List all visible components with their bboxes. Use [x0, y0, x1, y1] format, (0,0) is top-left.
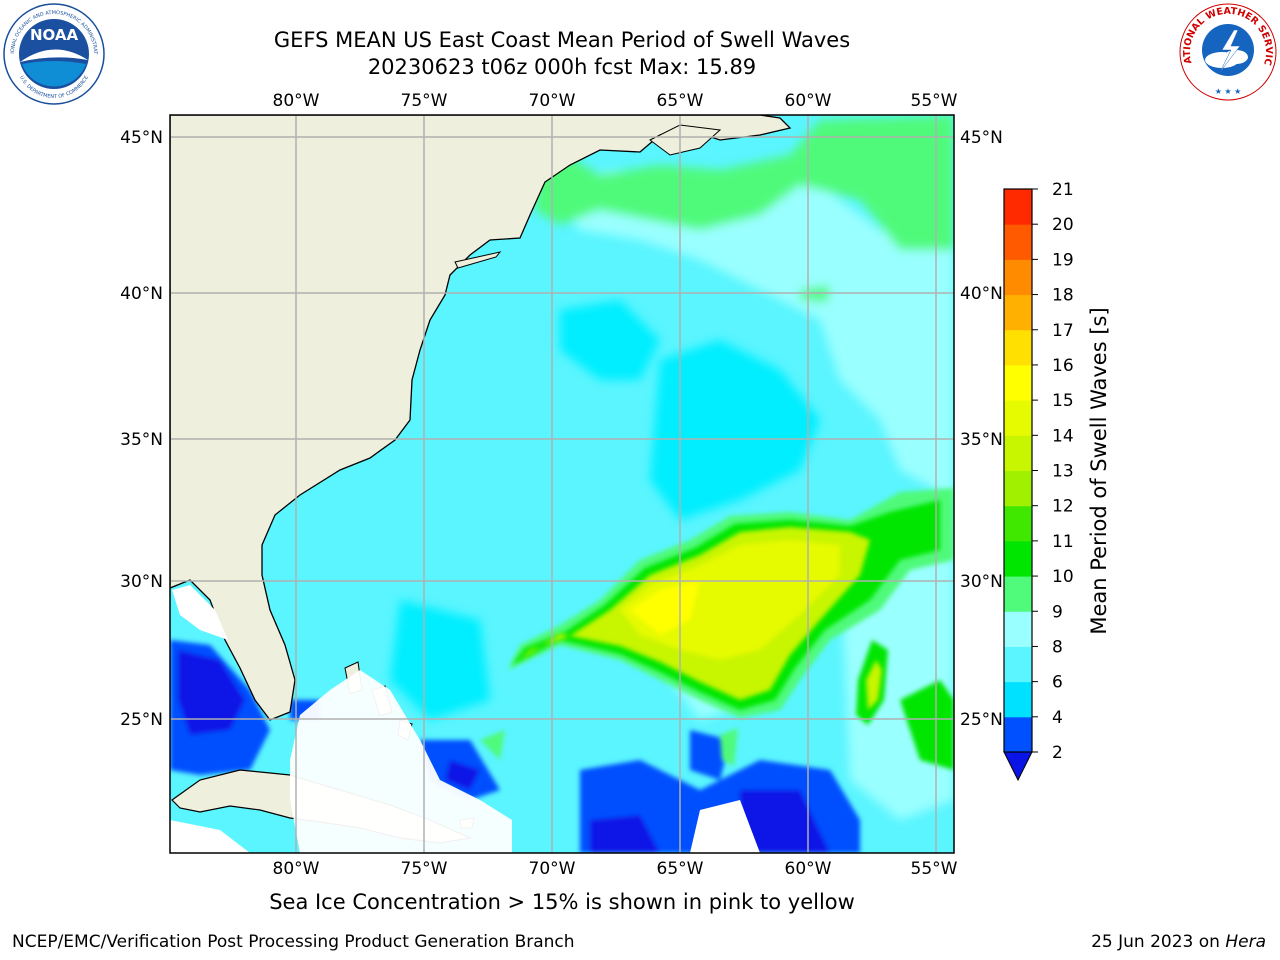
- graticule: [170, 115, 954, 853]
- lat-label: 45°N: [120, 128, 163, 148]
- nws-logo-icon: NATIONAL WEATHER SERVICE ★ ★ ★: [1178, 2, 1277, 101]
- colorbar-segments: [1004, 189, 1032, 753]
- colorbar-segment: [1004, 259, 1032, 296]
- colorbar-tick-label: 9: [1052, 602, 1063, 622]
- colorbar-extend-triangle: [1003, 751, 1033, 782]
- lon-label: 65°W: [657, 91, 704, 111]
- machine-name: Hera: [1225, 932, 1266, 952]
- long-period-plume: [480, 488, 954, 770]
- colorbar-segment: [1004, 576, 1032, 612]
- lon-label: 75°W: [401, 91, 448, 111]
- colorbar-segment: [1004, 681, 1032, 718]
- sea-ice-note: Sea Ice Concentration > 15% is shown in …: [269, 890, 855, 914]
- colorbar-segment: [1004, 505, 1032, 542]
- colorbar-tick-label: 8: [1052, 637, 1063, 657]
- colorbar-tick-label: 16: [1052, 356, 1074, 376]
- colorbar-segment: [1004, 716, 1032, 753]
- lon-label: 65°W: [657, 859, 704, 879]
- colorbar-tick-label: 11: [1052, 532, 1074, 552]
- lat-label: 35°N: [960, 430, 1003, 450]
- colorbar-tick-label: 20: [1052, 215, 1074, 235]
- long-island: [454, 251, 502, 269]
- no-data-areas: [170, 585, 760, 853]
- lat-label: 25°N: [960, 710, 1003, 730]
- colorbar-tick-label: 4: [1052, 708, 1063, 728]
- colorbar-tick-label: 12: [1052, 497, 1074, 517]
- colorbar-segment: [1004, 400, 1032, 436]
- lon-label: 80°W: [273, 91, 320, 111]
- chart-title: GEFS MEAN US East Coast Mean Period of S…: [273, 28, 851, 52]
- colorbar-tick-label: 18: [1052, 286, 1074, 306]
- colorbar: 2 4 6 8 9 10 11 12 13 14 15 16 17 18 19 20 21 Mean Perio…: [1003, 180, 1111, 782]
- colorbar-tick-label: 13: [1052, 462, 1074, 482]
- lon-label: 55°W: [911, 859, 958, 879]
- lon-label: 70°W: [529, 91, 576, 111]
- colorbar-segment: [1004, 435, 1032, 471]
- colorbar-segment: [1004, 540, 1032, 577]
- colorbar-segment: [1004, 189, 1032, 225]
- colorbar-segment: [1004, 329, 1032, 366]
- colorbar-tick-label: 14: [1052, 426, 1074, 446]
- credit-text: NCEP/EMC/Verification Post Processing Pr…: [12, 932, 575, 952]
- lon-label: 80°W: [273, 859, 320, 879]
- colorbar-label: Mean Period of Swell Waves [s]: [1087, 307, 1111, 634]
- colorbar-segment: [1004, 611, 1032, 647]
- colorbar-tick-label: 21: [1052, 180, 1074, 200]
- lat-label: 30°N: [120, 572, 163, 592]
- colorbar-tick-label: 6: [1052, 673, 1063, 693]
- lat-label: 40°N: [120, 284, 163, 304]
- date-stamp: 25 Jun 2023 on Hera: [1091, 932, 1266, 952]
- colorbar-tick-label: 2: [1052, 743, 1063, 763]
- lat-label: 40°N: [960, 284, 1003, 304]
- nova-scotia-land: [649, 124, 722, 156]
- colorbar-segment: [1004, 646, 1032, 683]
- lat-labels-right: 45°N 40°N 35°N 30°N 25°N: [960, 128, 1003, 730]
- lon-label: 75°W: [401, 859, 448, 879]
- lat-label: 45°N: [960, 128, 1003, 148]
- lat-label: 30°N: [960, 572, 1003, 592]
- colorbar-tick-label: 10: [1052, 567, 1074, 587]
- lon-label: 60°W: [785, 859, 832, 879]
- chart-subtitle: 20230623 t06z 000h fcst Max: 15.89: [367, 55, 757, 79]
- colorbar-ticks: 2 4 6 8 9 10 11 12 13 14 15 16 17 18 19 20 21: [1032, 180, 1074, 763]
- lat-label: 35°N: [120, 430, 163, 450]
- colorbar-tick-label: 19: [1052, 250, 1074, 270]
- colorbar-segment: [1004, 364, 1032, 401]
- map-frame: [169, 114, 955, 854]
- svg-text:★ ★ ★: ★ ★ ★: [1215, 87, 1242, 96]
- lat-labels-left: 45°N 40°N 35°N 30°N 25°N: [120, 128, 163, 730]
- noaa-logo-icon: NOAA NATIONAL OCEANIC AND ATMOSPHERIC AD…: [2, 2, 105, 105]
- map-field: [170, 115, 954, 853]
- colorbar-segment: [1004, 470, 1032, 507]
- lon-labels-top: 80°W 75°W 70°W 65°W 60°W 55°W: [273, 91, 958, 111]
- colorbar-segment: [1004, 224, 1032, 260]
- colorbar-tick-label: 15: [1052, 391, 1074, 411]
- lon-label: 70°W: [529, 859, 576, 879]
- lon-labels-bottom: 80°W 75°W 70°W 65°W 60°W 55°W: [273, 859, 958, 879]
- date-text: 25 Jun 2023 on: [1091, 932, 1226, 952]
- colorbar-segment: [1004, 294, 1032, 331]
- lon-label: 60°W: [785, 91, 832, 111]
- colorbar-tick-label: 17: [1052, 321, 1074, 341]
- noaa-logo-text: NOAA: [30, 26, 79, 44]
- lon-label: 55°W: [911, 91, 958, 111]
- lat-label: 25°N: [120, 710, 163, 730]
